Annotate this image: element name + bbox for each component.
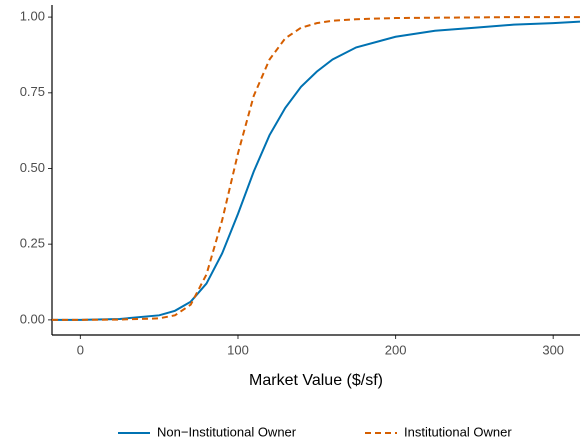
y-tick-label: 0.25 — [20, 236, 45, 251]
x-axis-label: Market Value ($/sf) — [249, 372, 383, 389]
x-tick-label: 300 — [542, 342, 564, 357]
legend-label: Institutional Owner — [404, 424, 512, 439]
y-tick-label: 0.50 — [20, 160, 45, 175]
series-line — [52, 16, 580, 321]
y-tick-label: 0.00 — [20, 311, 45, 326]
y-tick-label: 0.75 — [20, 84, 45, 99]
x-tick-label: 200 — [385, 342, 407, 357]
x-tick-label: 0 — [77, 342, 84, 357]
series-line — [52, 20, 581, 321]
y-tick-label: 1.00 — [20, 9, 45, 24]
legend-label: Non−Institutional Owner — [157, 424, 297, 439]
x-tick-label: 100 — [227, 342, 249, 357]
